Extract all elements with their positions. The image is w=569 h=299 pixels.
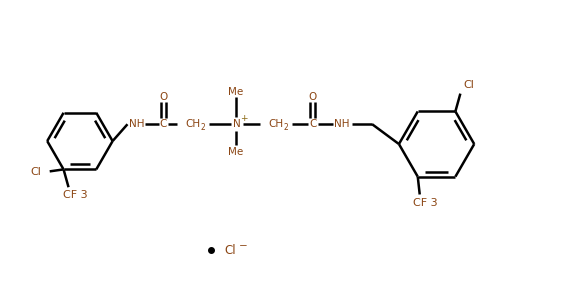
Text: Cl: Cl: [225, 244, 236, 257]
Text: C: C: [309, 119, 316, 129]
Text: CF 3: CF 3: [63, 190, 88, 200]
Text: CH: CH: [269, 119, 283, 129]
Text: N: N: [233, 119, 240, 129]
Text: −: −: [238, 241, 247, 251]
Text: 2: 2: [283, 123, 288, 132]
Text: O: O: [159, 92, 167, 103]
Text: Me: Me: [228, 147, 243, 157]
Text: 2: 2: [200, 123, 205, 132]
Text: C: C: [159, 119, 167, 129]
Text: Cl: Cl: [463, 80, 474, 90]
Text: Me: Me: [228, 86, 243, 97]
Text: Cl: Cl: [30, 167, 41, 177]
Text: O: O: [308, 92, 317, 103]
Text: CF 3: CF 3: [413, 199, 438, 208]
Text: NH: NH: [129, 119, 144, 129]
Text: +: +: [240, 114, 247, 123]
Text: NH: NH: [333, 119, 349, 129]
Text: CH: CH: [185, 119, 200, 129]
